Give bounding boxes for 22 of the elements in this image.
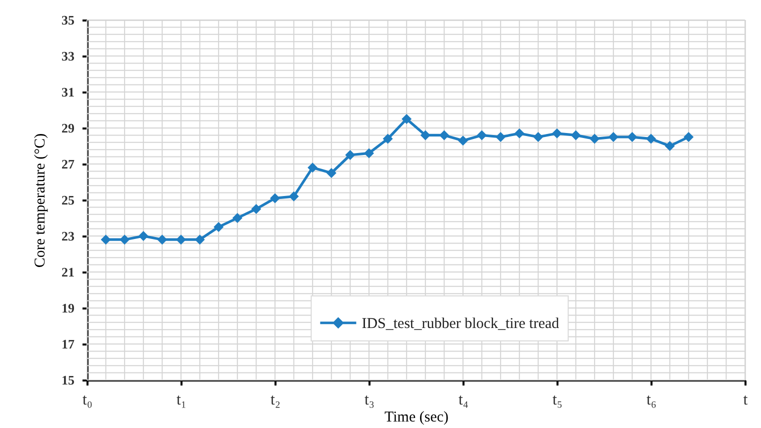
y-tick-label: 19 [62,300,75,316]
y-tick-label: 25 [62,192,75,208]
y-tick-label: 27 [62,156,75,172]
y-tick-label: 31 [62,84,74,100]
x-tick-label: t₅ [552,392,563,408]
x-tick-label: t [743,392,748,408]
x-tick-label: t₂ [270,392,281,408]
x-tick-label: t₁ [176,392,187,408]
y-tick-label: 17 [62,336,75,352]
y-tick-label: 15 [62,372,75,388]
legend-label: IDS_test_rubber block_tire tread [362,316,560,332]
y-axis-title: Core temperature (°C) [32,133,48,268]
y-tick-label: 21 [62,264,74,280]
x-tick-label: t₄ [458,392,469,408]
y-tick-label: 35 [62,12,75,28]
y-tick-label: 29 [62,120,75,136]
x-tick-label: t₃ [364,392,375,408]
x-tick-label: t₀ [82,392,93,408]
y-tick-label: 23 [62,228,75,244]
y-tick-label: 33 [62,48,75,64]
x-tick-label: t₆ [646,392,657,408]
x-axis-title: Time (sec) [384,410,449,426]
